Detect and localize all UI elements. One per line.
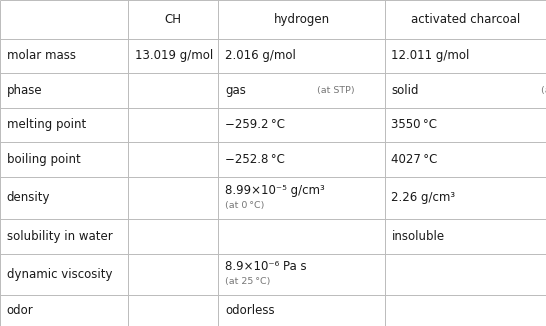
Text: CH: CH (165, 13, 182, 26)
Text: 8.9×10⁻⁶ Pa s: 8.9×10⁻⁶ Pa s (225, 260, 306, 274)
Text: (at 25 °C): (at 25 °C) (225, 277, 270, 286)
Text: 2.26 g/cm³: 2.26 g/cm³ (391, 191, 455, 204)
Text: 4027 °C: 4027 °C (391, 153, 438, 166)
Text: phase: phase (7, 84, 42, 97)
Text: solubility in water: solubility in water (7, 230, 112, 243)
Text: 8.99×10⁻⁵ g/cm³: 8.99×10⁻⁵ g/cm³ (225, 184, 325, 197)
Text: odor: odor (7, 304, 33, 317)
Text: boiling point: boiling point (7, 153, 80, 166)
Text: molar mass: molar mass (7, 50, 75, 62)
Text: gas: gas (225, 84, 246, 97)
Text: (at STP): (at STP) (536, 86, 546, 95)
Text: (at 0 °C): (at 0 °C) (225, 201, 264, 210)
Text: dynamic viscosity: dynamic viscosity (7, 268, 112, 281)
Text: −259.2 °C: −259.2 °C (225, 118, 285, 131)
Text: activated charcoal: activated charcoal (411, 13, 520, 26)
Text: 13.019 g/mol: 13.019 g/mol (135, 50, 213, 62)
Text: −252.8 °C: −252.8 °C (225, 153, 285, 166)
Text: 3550 °C: 3550 °C (391, 118, 437, 131)
Text: melting point: melting point (7, 118, 86, 131)
Text: insoluble: insoluble (391, 230, 444, 243)
Text: 12.011 g/mol: 12.011 g/mol (391, 50, 470, 62)
Text: hydrogen: hydrogen (274, 13, 330, 26)
Text: (at STP): (at STP) (311, 86, 355, 95)
Text: 2.016 g/mol: 2.016 g/mol (225, 50, 296, 62)
Text: odorless: odorless (225, 304, 275, 317)
Text: density: density (7, 191, 50, 204)
Text: solid: solid (391, 84, 419, 97)
